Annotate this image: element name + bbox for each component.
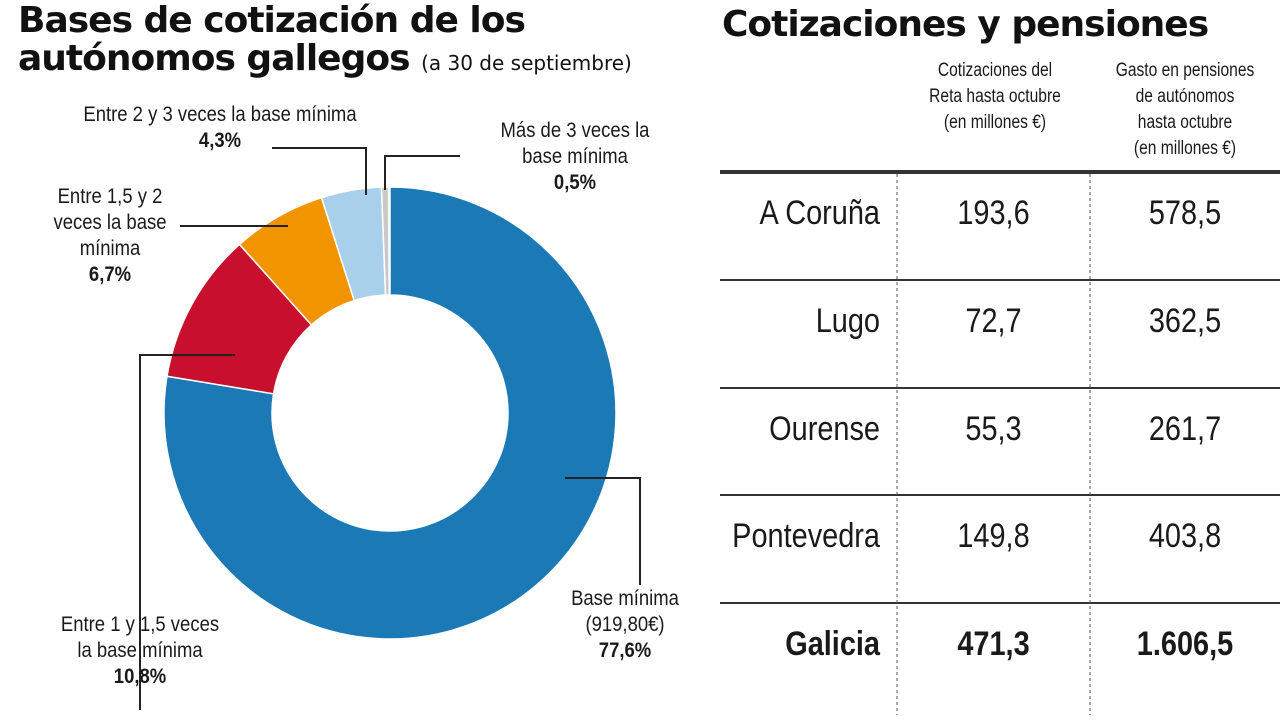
cotizaciones-value: 72,7 (965, 302, 1022, 340)
region-name: Lugo (815, 302, 880, 340)
region-name: Ourense (769, 410, 880, 448)
label-mas-3: Más de 3 veces la base mínima 0,5% (500, 119, 650, 194)
col-header-gasto: Gasto en pensiones de autónomos hasta octu… (1115, 60, 1255, 159)
label-base-minima: Base mínima (919,80€) 77,6% (571, 587, 679, 662)
col-header-cotizaciones: Cotizaciones del Reta hasta octubre (en mi… (929, 60, 1061, 133)
label-2-3: Entre 2 y 3 veces la base mínima 4,3% (83, 103, 357, 152)
cotizaciones-value: 55,3 (965, 410, 1022, 448)
donut-slice (163, 186, 617, 640)
gasto-value: 403,8 (1148, 517, 1222, 555)
gasto-value: 1.606,5 (1136, 625, 1234, 663)
chart-subtitle: (a 30 de septiembre) (421, 51, 632, 75)
gasto-value: 261,7 (1148, 410, 1222, 448)
region-name: Galicia (785, 625, 880, 663)
label-1-1_5: Entre 1 y 1,5 veces la base mínima 10,8% (60, 613, 220, 688)
gasto-value: 362,5 (1148, 302, 1222, 340)
table-title: Cotizaciones y pensiones (722, 4, 1209, 45)
leader-line (565, 477, 641, 585)
chart-title: Bases de cotización de los autónomos gal… (18, 0, 632, 79)
leader-line (139, 354, 235, 710)
region-name: A Coruña (759, 194, 880, 232)
region-name: Pontevedra (732, 517, 880, 555)
leader-line (384, 155, 460, 190)
gasto-value: 578,5 (1148, 194, 1222, 232)
leader-line (272, 147, 367, 195)
label-1_5-2: Entre 1,5 y 2 veces la base mínima 6,7% (53, 185, 167, 286)
cotizaciones-value: 193,6 (957, 194, 1030, 232)
donut-slice (380, 186, 391, 296)
cotizaciones-value: 149,8 (957, 517, 1030, 555)
cotizaciones-value: 471,3 (957, 625, 1030, 663)
